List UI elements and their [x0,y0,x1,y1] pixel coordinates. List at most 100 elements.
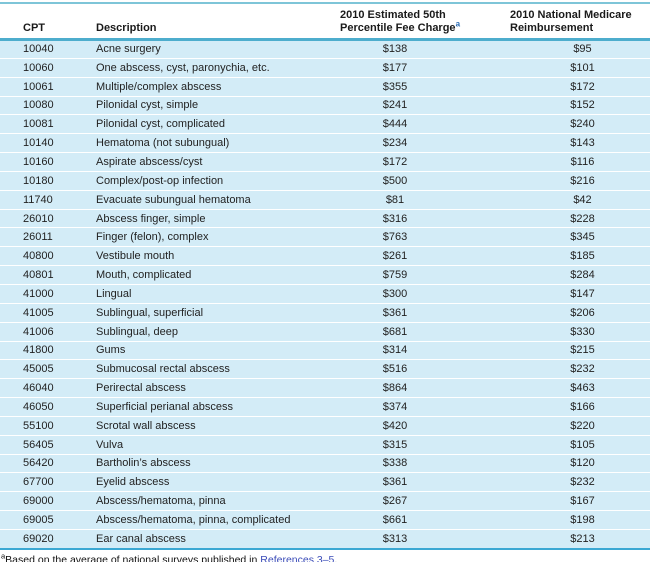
description-cell: Multiple/complex abscess [95,77,335,97]
table-row: 26010 Abscess finger, simple $316 $228 [0,209,650,229]
cpt-code-cell: 40801 [0,265,95,285]
medicare-reimbursement-cell: $216 [485,171,650,191]
medicare-reimbursement-cell: $240 [485,114,650,135]
table-row: 26011 Finger (felon), complex $763 $345 [0,227,650,248]
medicare-reimbursement-cell: $232 [485,472,650,493]
cpt-code-cell: 10180 [0,171,95,191]
cpt-fee-table: CPT Description 2010 Estimated 50th Perc… [0,4,650,549]
cpt-code-cell: 40800 [0,246,95,267]
medicare-reimbursement-cell: $147 [485,284,650,304]
cpt-code-cell: 10081 [0,114,95,135]
medicare-reimbursement-cell: $215 [485,341,650,361]
fee-charge-cell: $138 [335,39,485,59]
cpt-code-cell: 55100 [0,416,95,436]
description-cell: Lingual [95,284,335,304]
medicare-reimbursement-cell: $105 [485,435,650,455]
description-cell: One abscess, cyst, paronychia, etc. [95,58,335,78]
medicare-reimbursement-cell: $42 [485,190,650,210]
cpt-code-cell: 67700 [0,472,95,493]
table-row: 67700 Eyelid abscess $361 $232 [0,472,650,493]
medicare-reimbursement-cell: $166 [485,397,650,417]
fee-header-line2: Percentile Fee Charge [340,21,456,34]
description-cell: Complex/post-op infection [95,171,335,191]
table-row: 11740 Evacuate subungual hematoma $81 $4… [0,190,650,210]
column-header-description-label: Description [96,21,157,34]
description-cell: Abscess finger, simple [95,209,335,229]
fee-charge-cell: $241 [335,96,485,116]
description-cell: Evacuate subungual hematoma [95,190,335,210]
description-cell: Finger (felon), complex [95,227,335,248]
description-cell: Acne surgery [95,39,335,59]
fee-header-line1: 2010 Estimated 50th [340,9,446,21]
fee-charge-cell: $316 [335,209,485,229]
cpt-code-cell: 45005 [0,359,95,380]
description-cell: Sublingual, deep [95,322,335,342]
table-row: 10080 Pilonidal cyst, simple $241 $152 [0,96,650,116]
table-row: 56405 Vulva $315 $105 [0,435,650,455]
fee-charge-cell: $361 [335,472,485,493]
references-link[interactable]: References 3–5 [260,554,335,562]
fee-charge-cell: $681 [335,322,485,342]
description-cell: Superficial perianal abscess [95,397,335,417]
cpt-code-cell: 10140 [0,133,95,154]
medicare-reimbursement-cell: $143 [485,133,650,154]
fee-table-body: 10040 Acne surgery $138 $95 10060 One ab… [0,39,650,549]
medicare-reimbursement-cell: $101 [485,58,650,78]
fee-charge-cell: $361 [335,303,485,323]
fee-charge-cell: $420 [335,416,485,436]
column-header-medicare: 2010 National Medicare Reimbursement [485,4,650,41]
medicare-reimbursement-cell: $95 [485,39,650,59]
table-row: 69005 Abscess/hematoma, pinna, complicat… [0,510,650,530]
cpt-code-cell: 69005 [0,510,95,530]
table-bottom-rule [0,548,650,551]
description-cell: Pilonidal cyst, simple [95,96,335,116]
fee-charge-cell: $759 [335,265,485,285]
fee-charge-cell: $313 [335,529,485,549]
table-row: 41800 Gums $314 $215 [0,341,650,361]
table-footnote: aBased on the average of national survey… [1,553,650,562]
fee-charge-cell: $267 [335,491,485,512]
fee-charge-cell: $516 [335,359,485,380]
medicare-reimbursement-cell: $232 [485,359,650,380]
description-cell: Vulva [95,435,335,455]
cpt-code-cell: 46050 [0,397,95,417]
column-header-cpt: CPT [0,4,95,41]
description-cell: Eyelid abscess [95,472,335,493]
table-row: 10060 One abscess, cyst, paronychia, etc… [0,58,650,78]
fee-charge-cell: $177 [335,58,485,78]
cpt-code-cell: 56420 [0,454,95,474]
description-cell: Aspirate abscess/cyst [95,152,335,172]
table-top-rule [0,2,650,4]
table-header-row: CPT Description 2010 Estimated 50th Perc… [0,4,650,41]
medicare-reimbursement-cell: $152 [485,96,650,116]
table-row: 10040 Acne surgery $138 $95 [0,39,650,59]
table-row: 41005 Sublingual, superficial $361 $206 [0,303,650,323]
medicare-reimbursement-cell: $120 [485,454,650,474]
fee-charge-cell: $338 [335,454,485,474]
table-row: 55100 Scrotal wall abscess $420 $220 [0,416,650,436]
description-cell: Perirectal abscess [95,378,335,399]
fee-charge-cell: $374 [335,397,485,417]
cpt-code-cell: 41006 [0,322,95,342]
fee-charge-cell: $234 [335,133,485,154]
fee-charge-cell: $261 [335,246,485,267]
medicare-reimbursement-cell: $345 [485,227,650,248]
column-header-description: Description [95,4,335,41]
cpt-code-cell: 10080 [0,96,95,116]
fee-charge-cell: $661 [335,510,485,530]
table-row: 40801 Mouth, complicated $759 $284 [0,265,650,285]
fee-charge-cell: $444 [335,114,485,135]
medicare-reimbursement-cell: $220 [485,416,650,436]
medicare-reimbursement-cell: $185 [485,246,650,267]
medicare-reimbursement-cell: $463 [485,378,650,399]
table-row: 69020 Ear canal abscess $313 $213 [0,529,650,549]
fee-charge-cell: $300 [335,284,485,304]
table-row: 45005 Submucosal rectal abscess $516 $23… [0,359,650,380]
medicare-reimbursement-cell: $228 [485,209,650,229]
cpt-code-cell: 10040 [0,39,95,59]
description-cell: Ear canal abscess [95,529,335,549]
table-row: 10160 Aspirate abscess/cyst $172 $116 [0,152,650,172]
description-cell: Gums [95,341,335,361]
fee-charge-cell: $355 [335,77,485,97]
